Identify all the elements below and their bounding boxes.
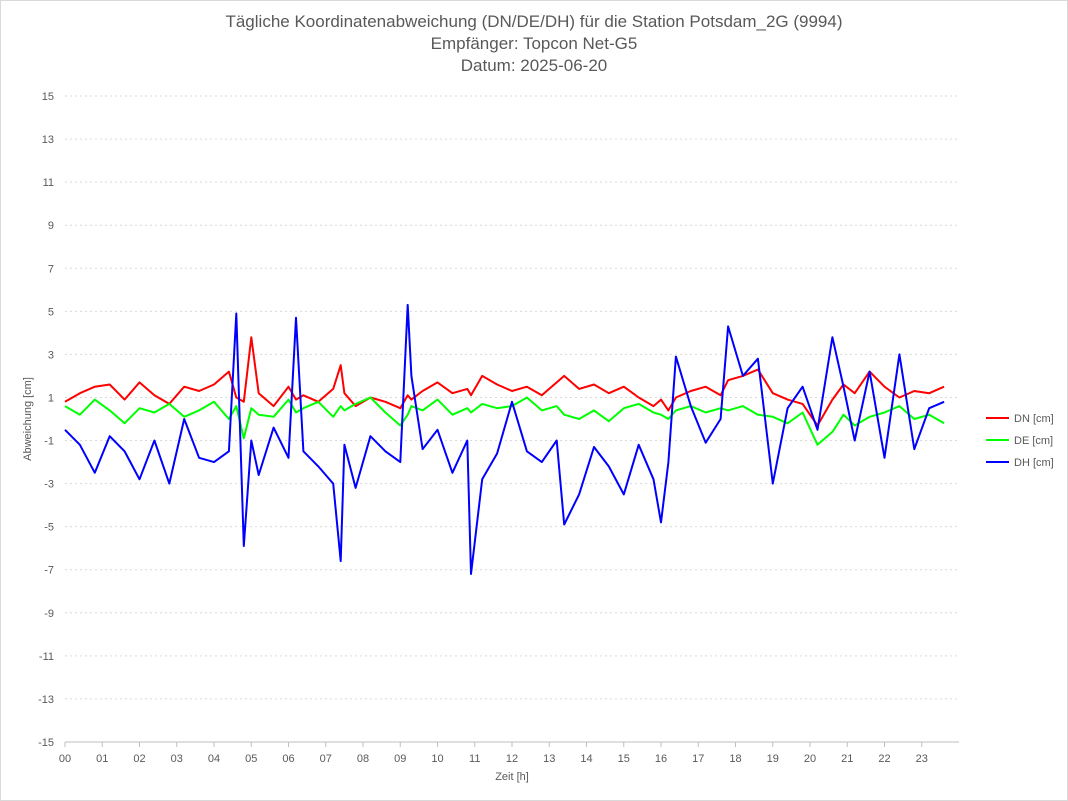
legend-label: DH [cm] [1014,457,1054,469]
legend-label: DE [cm] [1014,435,1053,447]
x-tick-label: 11 [469,753,480,765]
y-tick-label: -3 [44,479,54,491]
x-tick-label: 12 [506,753,518,765]
y-tick-label: 15 [42,91,54,103]
x-tick-label: 21 [841,753,853,765]
x-tick-label: 10 [431,753,443,765]
series-layer [64,303,945,575]
y-tick-label: -11 [39,651,54,663]
x-tick-label: 08 [357,753,369,765]
chart-subtitle-receiver: Empfänger: Topcon Net-G5 [430,34,638,53]
x-tick-label: 03 [171,753,183,765]
legend-label: DN [cm] [1014,413,1054,425]
y-tick-label: -1 [44,436,54,448]
y-axis-title: Abweichung [cm] [22,377,34,461]
x-tick-label: 23 [916,753,928,765]
chart-title: Tägliche Koordinatenabweichung (DN/DE/DH… [225,12,843,31]
x-tick-label: 05 [245,753,257,765]
y-tick-label: -5 [44,522,54,534]
y-tick-label: 9 [48,220,54,232]
y-tick-label: 11 [43,177,54,189]
x-tick-label: 17 [692,753,704,765]
x-tick-label: 09 [394,753,406,765]
x-tick-label: 20 [804,753,816,765]
series-line-dh [64,303,945,575]
x-axis-title: Zeit [h] [495,771,529,783]
chart-title-block: Tägliche Koordinatenabweichung (DN/DE/DH… [1,11,1067,77]
series-line-de [64,396,945,446]
x-tick-label: 04 [208,753,220,765]
grid-lines [65,95,959,743]
y-tick-label: 1 [48,392,54,404]
x-tick-label: 16 [655,753,667,765]
x-tick-label: 19 [767,753,779,765]
y-tick-label: 5 [48,306,54,318]
x-tick-label: 13 [543,753,555,765]
y-tick-label: -9 [44,608,54,620]
y-tick-label: 7 [48,263,54,275]
x-tick-label: 15 [618,753,630,765]
y-tick-label: 3 [48,349,54,361]
x-tick-label: 02 [133,753,145,765]
y-axis-ticks: 15 13 11 9 7 5 3 1 -1 -3 -5 -7 -9 -11 -13 -15 [38,91,54,749]
y-tick-label: 13 [42,134,54,146]
x-tick-label: 01 [96,753,108,765]
x-tick-label: 18 [729,753,741,765]
x-tick-label: 06 [282,753,294,765]
legend: DN [cm] DE [cm] DH [cm] [986,413,1054,469]
x-tick-label: 22 [878,753,890,765]
x-axis-ticks: 00 01 02 03 04 05 06 07 08 09 10 11 12 13 14 15 16 17 18 19… [59,742,928,765]
y-tick-label: -15 [38,737,54,749]
y-tick-label: -13 [38,694,54,706]
x-tick-label: 14 [580,753,592,765]
y-tick-label: -7 [44,565,54,577]
x-tick-label: 07 [320,753,332,765]
chart-subtitle-date: Datum: 2025-06-20 [460,56,608,75]
x-tick-label: 00 [59,753,71,765]
